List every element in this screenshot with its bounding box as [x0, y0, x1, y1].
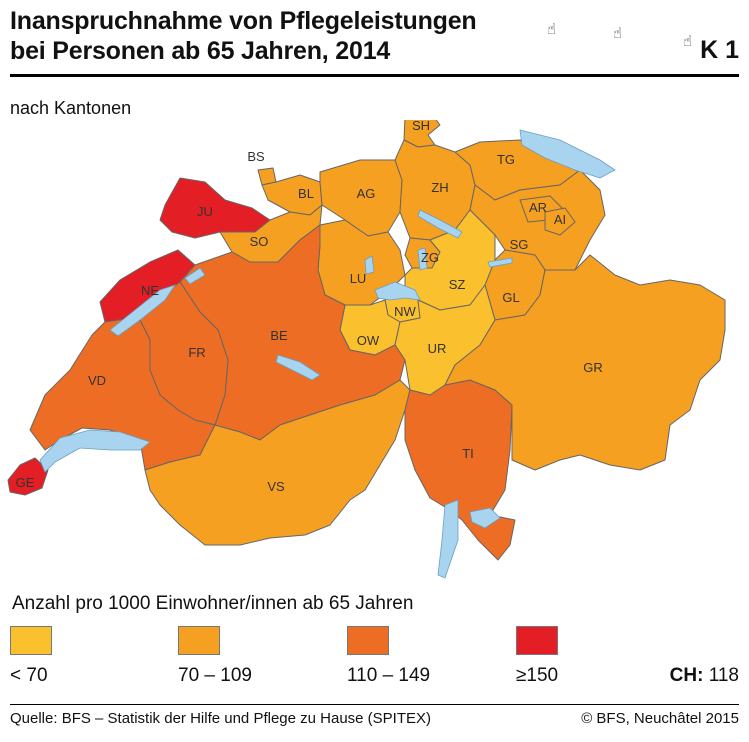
lake-constance	[519, 129, 616, 179]
canton-labels: SH BS BL AG ZH TG AR AI SG JU SO NE LU ZG SZ GL NW OW UR BE…	[16, 120, 603, 494]
lake-biel	[184, 267, 206, 285]
canton-label-tg: TG	[497, 152, 515, 167]
canton-label-bs: BS	[247, 149, 265, 164]
lake-geneva	[39, 429, 151, 473]
ch-value: 118	[708, 665, 739, 686]
hand-cursor-icon[interactable]: ☝	[547, 21, 557, 38]
legend-title: Anzahl pro 1000 Einwohner/innen ab 65 Ja…	[12, 593, 414, 614]
legend-swatch-70-109	[178, 626, 220, 655]
lake-thun-brienz	[275, 354, 321, 381]
legend-label-ge150: ≥150	[516, 665, 559, 686]
canton-label-so: SO	[250, 234, 269, 249]
hand-cursor-icon[interactable]: ☝	[613, 25, 623, 42]
canton-vd[interactable]	[29, 299, 216, 471]
canton-label-ow: OW	[357, 333, 380, 348]
ch-label: CH:	[669, 665, 704, 686]
canton-vs[interactable]	[144, 379, 411, 546]
lake-maggiore	[437, 499, 459, 579]
canton-label-ur: UR	[428, 341, 447, 356]
legend-swatch-110-149	[347, 626, 389, 655]
canton-ai[interactable]	[544, 207, 576, 236]
canton-label-sg: SG	[510, 237, 529, 252]
canton-label-be: BE	[270, 328, 288, 343]
canton-label-fr: FR	[188, 345, 205, 360]
canton-label-gr: GR	[583, 360, 603, 375]
canton-label-ne: NE	[141, 283, 159, 298]
legend-label-lt70: < 70	[10, 665, 48, 686]
canton-label-bl: BL	[298, 186, 314, 201]
canton-gr[interactable]	[444, 254, 726, 471]
ch-total: CH: 118	[670, 665, 739, 687]
map-title: Inanspruchnahme von Pflegeleistungen bei…	[10, 6, 477, 66]
hand-cursor-icon[interactable]: ☝	[683, 33, 693, 50]
title-line-1: Inanspruchnahme von Pflegeleistungen	[10, 7, 477, 35]
legend-label-70-109: 70 – 109	[178, 665, 252, 686]
canton-label-lu: LU	[350, 271, 367, 286]
canton-label-ge: GE	[16, 475, 35, 490]
canton-label-vs: VS	[267, 479, 285, 494]
canton-label-sh: SH	[412, 120, 430, 133]
canton-label-ag: AG	[357, 186, 376, 201]
switzerland-canton-map: SH BS BL AG ZH TG AR AI SG JU SO NE LU ZG SZ GL NW OW UR BE…	[7, 120, 726, 579]
canton-label-zg: ZG	[421, 250, 439, 265]
figure-number: K 1	[700, 36, 739, 64]
canton-label-gl: GL	[502, 290, 519, 305]
canton-label-nw: NW	[394, 304, 416, 319]
canton-label-zh: ZH	[431, 180, 448, 195]
subtitle: nach Kantonen	[10, 98, 132, 118]
legend-label-110-149: 110 – 149	[347, 665, 431, 686]
lake-zurich	[417, 209, 463, 239]
lake-lucerne	[374, 281, 421, 301]
lake-neuchatel	[109, 284, 176, 337]
canton-label-vd: VD	[88, 373, 106, 388]
canton-label-ar: AR	[529, 200, 547, 215]
canton-label-ti: TI	[462, 446, 474, 461]
lakes	[39, 129, 616, 579]
copyright: © BFS, Neuchâtel 2015	[581, 710, 739, 727]
canton-label-ai: AI	[554, 212, 566, 227]
lake-lugano	[469, 507, 501, 529]
footer-divider	[10, 704, 739, 705]
canton-ju[interactable]	[159, 177, 271, 239]
legend-swatch-lt70	[10, 626, 52, 655]
legend-swatch-ge150	[516, 626, 558, 655]
canton-label-ju: JU	[197, 204, 213, 219]
lake-sempach	[364, 255, 375, 275]
source-note: Quelle: BFS – Statistik der Hilfe und Pf…	[10, 710, 432, 727]
canton-ti[interactable]	[404, 379, 516, 561]
canton-ge[interactable]	[7, 457, 49, 496]
canton-label-sz: SZ	[449, 277, 466, 292]
title-divider	[10, 74, 739, 77]
title-line-2: bei Personen ab 65 Jahren, 2014	[10, 37, 391, 65]
lake-zug	[417, 247, 428, 271]
lake-walen	[487, 257, 513, 268]
